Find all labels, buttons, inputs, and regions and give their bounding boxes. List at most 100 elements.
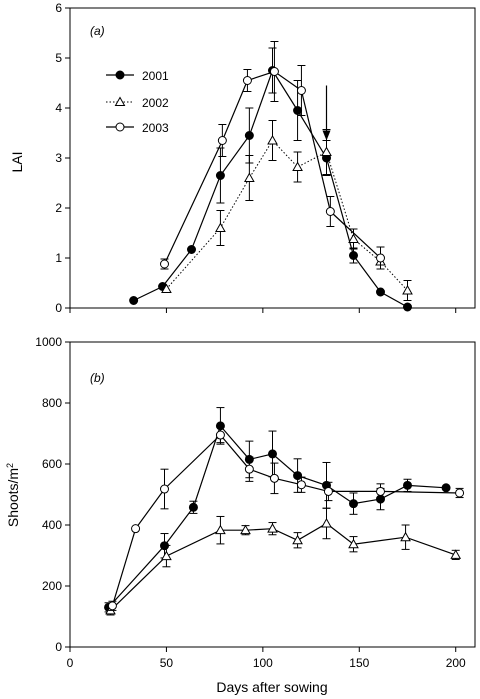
legend: 2001 2002 2003 (106, 69, 169, 135)
data-point (242, 76, 252, 85)
series-line-2002 (110, 522, 456, 611)
series-2003 (160, 41, 385, 270)
annotation-arrow-head (322, 130, 331, 141)
data-point (400, 531, 411, 542)
data-point (267, 523, 278, 533)
data-point (348, 538, 359, 549)
series-2002 (105, 507, 462, 616)
data-point (296, 86, 306, 95)
data-point (296, 480, 306, 490)
legend-label-2003: 2003 (142, 121, 169, 135)
series-2002 (161, 120, 413, 301)
data-point (292, 534, 303, 545)
panel-b-x-tick-label: 150 (349, 656, 369, 670)
panel-b-y-tick-label: 0 (55, 640, 62, 654)
data-point (403, 480, 412, 490)
panel-b-y-axis-title: Shoots/m2 (5, 463, 21, 527)
panel-b-y-tick-label: 600 (42, 457, 62, 471)
panel-b-tag: (b) (90, 371, 105, 385)
series-2003 (107, 426, 465, 611)
data-point (269, 67, 279, 76)
panel-a-tag: (a) (90, 24, 105, 38)
data-point (376, 486, 385, 496)
legend-marker-2001 (115, 70, 125, 80)
data-point (269, 473, 279, 483)
data-point (244, 464, 254, 474)
data-point (161, 283, 172, 293)
data-point (107, 601, 117, 611)
series-line-2002 (166, 139, 408, 291)
panel-b-frame (69, 341, 476, 648)
data-point (402, 284, 413, 295)
data-point (215, 430, 225, 440)
data-point (325, 207, 335, 216)
data-point (321, 517, 332, 528)
data-point (160, 484, 169, 494)
panel-b-x-tick-label: 100 (253, 656, 273, 670)
data-point (323, 486, 333, 496)
panel-a-y-tick-label: 6 (55, 1, 62, 15)
panel-a-y-tick-label: 3 (55, 151, 62, 165)
panel-b-y-tick-label: 400 (42, 518, 62, 532)
panel-a-y-tick-label: 5 (55, 51, 62, 65)
panel-b: (b) Shoots/m2 Days after sowing 0 200 400 6… (5, 335, 476, 695)
panel-b-x-tick-label: 200 (446, 656, 466, 670)
data-point (441, 483, 451, 493)
data-point (292, 161, 303, 171)
panel-b-ticks: 0 200 400 600 800 1000 0 50 100 150 200 (35, 335, 466, 670)
panel-a-y-axis-title: LAI (9, 151, 25, 172)
data-point (215, 171, 225, 180)
data-point (267, 134, 278, 145)
legend-marker-2002 (114, 96, 126, 106)
panel-a-y-tick-label: 0 (55, 301, 62, 315)
data-point (376, 253, 385, 263)
data-point (403, 302, 412, 312)
panel-b-y-axis-title-superscript: 2 (5, 463, 15, 468)
data-point (293, 471, 303, 481)
panel-a-y-tick-label: 2 (55, 201, 62, 215)
legend-marker-2003 (115, 122, 125, 132)
x-axis-title: Days after sowing (216, 679, 327, 695)
data-point (244, 172, 255, 182)
legend-label-2002: 2002 (142, 96, 169, 110)
data-point (131, 524, 141, 534)
panel-b-y-tick-label: 800 (42, 396, 62, 410)
data-point (187, 245, 196, 254)
panel-a-ticks: 0 1 2 3 4 5 6 (55, 1, 457, 315)
data-point (450, 549, 462, 559)
panel-a: (a) LAI 0 1 2 3 4 5 6 2001 2002 2003 (9, 1, 476, 315)
panel-a-y-tick-label: 4 (55, 101, 62, 115)
data-point (244, 131, 254, 140)
panel-a-y-tick-label: 1 (55, 251, 62, 265)
data-point (215, 524, 226, 535)
panel-b-x-tick-label: 50 (160, 656, 174, 670)
legend-label-2001: 2001 (142, 69, 169, 83)
data-point (349, 499, 358, 509)
data-point (215, 222, 226, 232)
data-point (349, 251, 358, 260)
panel-b-y-axis-title-main: Shoots/m (5, 468, 21, 527)
data-point (293, 106, 303, 115)
series-2001 (104, 407, 451, 613)
data-point (161, 550, 172, 561)
data-point (240, 524, 251, 535)
data-point (348, 233, 359, 243)
panel-b-y-tick-label: 200 (42, 579, 62, 593)
data-point (268, 449, 277, 459)
series-line-2003 (111, 434, 460, 606)
data-point (129, 296, 139, 305)
panel-b-plot-area (104, 407, 465, 616)
data-point (321, 146, 332, 156)
series-line-2001 (108, 424, 447, 608)
data-point (188, 502, 198, 512)
data-point (376, 287, 385, 297)
panel-b-y-tick-label: 1000 (35, 335, 62, 349)
data-point (160, 259, 169, 269)
series-line-2001 (133, 69, 408, 308)
panel-a-plot-area (129, 41, 413, 312)
data-point (217, 136, 227, 145)
data-point (455, 488, 465, 498)
panel-b-x-tick-label: 0 (67, 656, 74, 670)
series-2001 (129, 47, 412, 312)
